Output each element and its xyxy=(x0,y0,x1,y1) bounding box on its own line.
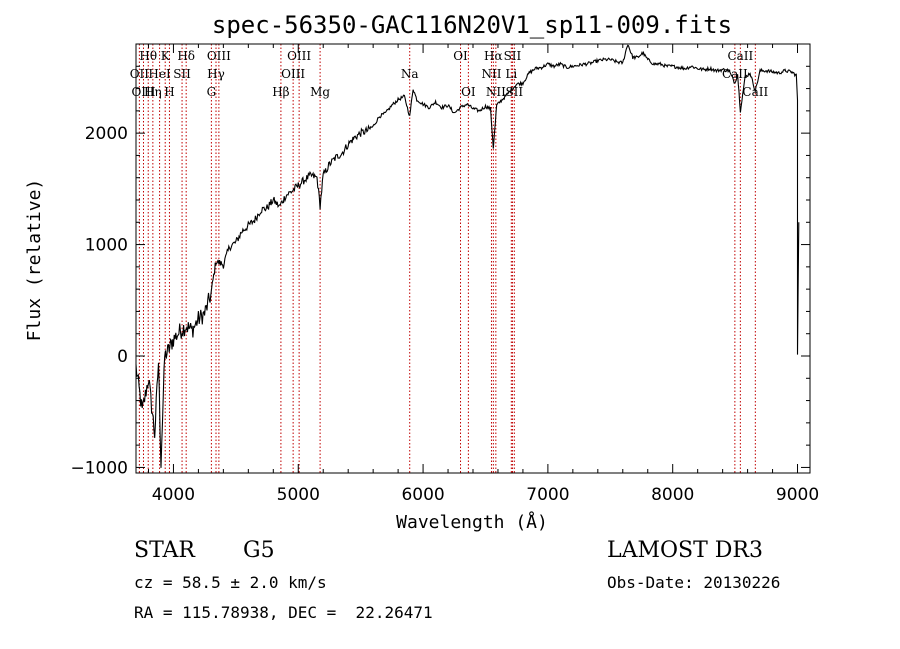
line-label: CaII xyxy=(727,49,753,63)
line-label: OI xyxy=(453,49,468,63)
line-label: H xyxy=(164,85,174,99)
y-tick-label: 0 xyxy=(117,347,128,367)
subclass: G5 xyxy=(243,538,275,563)
y-tick-label: 1000 xyxy=(85,236,128,256)
redshift-text: cz = 58.5 ± 2.0 km/s xyxy=(134,573,327,592)
spectrum-line xyxy=(135,44,800,468)
line-label: OIII xyxy=(287,49,311,63)
line-label: G xyxy=(207,85,217,99)
y-axis-label: Flux (relative) xyxy=(24,179,45,342)
y-axis: −1000 0 1000 2000 xyxy=(70,43,810,478)
line-label: OII xyxy=(130,67,150,81)
spectrum-chart: spec-56350-GAC116N20V1_sp11-009.fits 400… xyxy=(24,11,819,533)
x-tick-label: 4000 xyxy=(152,485,195,505)
line-label: OIII xyxy=(207,49,231,63)
x-tick-label: 9000 xyxy=(776,485,819,505)
x-tick-label: 8000 xyxy=(651,485,694,505)
object-class: STAR xyxy=(134,538,195,563)
x-axis-label: Wavelength (Å) xyxy=(396,511,548,533)
line-label: Hγ xyxy=(207,67,225,81)
y-tick-label: 2000 xyxy=(85,124,128,144)
x-tick-label: 5000 xyxy=(277,485,320,505)
line-label: Hα xyxy=(484,49,503,63)
line-label: SII xyxy=(505,85,523,99)
coordinates: RA = 115.78938, DEC = 22.26471 xyxy=(134,603,433,622)
line-label: Hθ xyxy=(139,49,157,63)
line-label: NII xyxy=(486,85,506,99)
x-tick-label: 7000 xyxy=(526,485,569,505)
line-label: SII xyxy=(504,49,522,63)
line-label: OIII xyxy=(281,67,305,81)
line-label: CaII xyxy=(742,85,768,99)
obs-date: Obs-Date: 20130226 xyxy=(607,573,781,592)
line-label: NII xyxy=(481,67,501,81)
line-label: Hβ xyxy=(272,85,289,99)
chart-title: spec-56350-GAC116N20V1_sp11-009.fits xyxy=(212,11,732,39)
line-label: Hδ xyxy=(177,49,195,63)
line-label: K xyxy=(161,49,171,63)
line-label: Mg xyxy=(310,85,330,99)
line-label: Na xyxy=(401,67,419,81)
line-label: Hη xyxy=(144,85,162,99)
line-label: Li xyxy=(505,67,517,81)
line-label: CaII xyxy=(722,67,748,81)
y-tick-label: −1000 xyxy=(70,458,128,478)
survey-label: LAMOST DR3 xyxy=(607,538,763,563)
spectral-line-markers xyxy=(138,44,756,473)
line-label: OI xyxy=(461,85,476,99)
x-axis: 4000 5000 6000 7000 8000 9000 xyxy=(147,44,819,505)
x-tick-label: 6000 xyxy=(401,485,444,505)
line-label: SII xyxy=(173,67,191,81)
line-label: HeI xyxy=(148,67,171,81)
line-label: OIII xyxy=(131,85,155,99)
